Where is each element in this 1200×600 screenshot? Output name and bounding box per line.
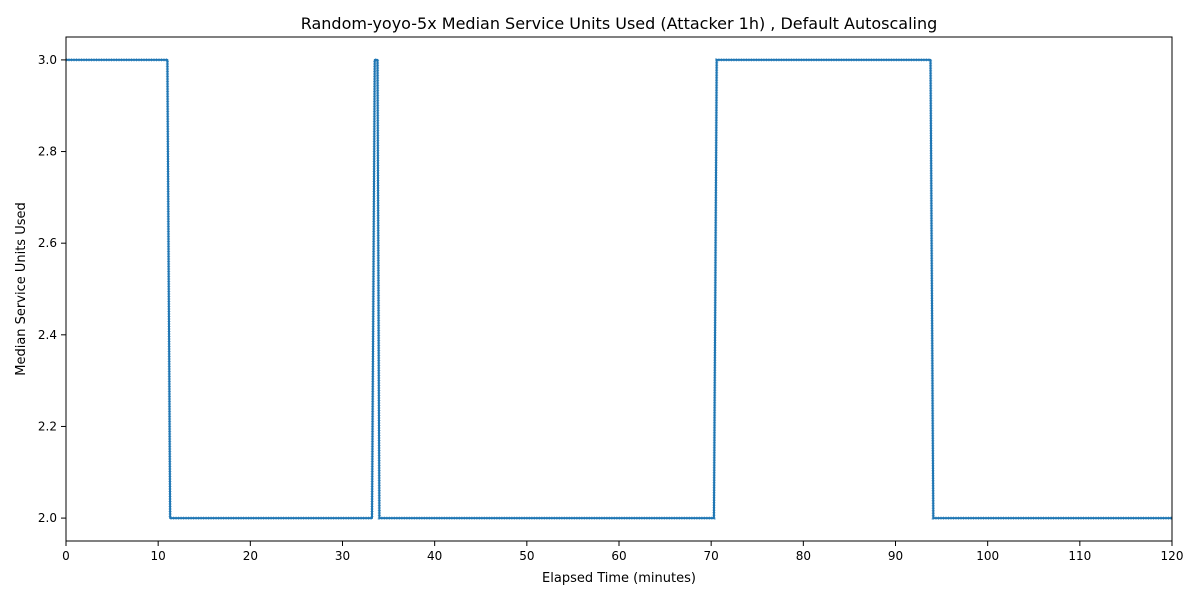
x-tick-label: 40 xyxy=(427,549,442,563)
x-tick-label: 60 xyxy=(611,549,626,563)
x-tick-label: 70 xyxy=(704,549,719,563)
y-tick-label: 2.4 xyxy=(38,328,57,342)
x-tick-label: 20 xyxy=(243,549,258,563)
x-tick-label: 0 xyxy=(62,549,70,563)
series-markers-0 xyxy=(66,58,1172,520)
x-tick-label: 50 xyxy=(519,549,534,563)
y-tick-label: 2.2 xyxy=(38,419,57,433)
y-tick-label: 2.8 xyxy=(38,145,57,159)
series-line-0 xyxy=(66,58,1172,520)
x-tick-label: 110 xyxy=(1068,549,1091,563)
x-axis-label: Elapsed Time (minutes) xyxy=(542,571,696,586)
x-tick-label: 80 xyxy=(796,549,811,563)
x-tick-label: 90 xyxy=(888,549,903,563)
x-tick-label: 100 xyxy=(976,549,999,563)
y-tick-label: 2.0 xyxy=(38,511,57,525)
x-tick-label: 30 xyxy=(335,549,350,563)
y-tick-label: 3.0 xyxy=(38,53,57,67)
x-tick-label: 10 xyxy=(151,549,166,563)
chart-title: Random-yoyo-5x Median Service Units Used… xyxy=(301,14,938,33)
y-tick-label: 2.6 xyxy=(38,236,57,250)
plot-frame xyxy=(65,36,1173,542)
y-axis-label: Median Service Units Used xyxy=(14,202,29,376)
x-tick-label: 120 xyxy=(1161,549,1184,563)
plot-area: 0 10 20 30 40 50 60 70 80 90 100 110 120 2.0 2.2 2.4 2.6… xyxy=(38,36,1184,563)
